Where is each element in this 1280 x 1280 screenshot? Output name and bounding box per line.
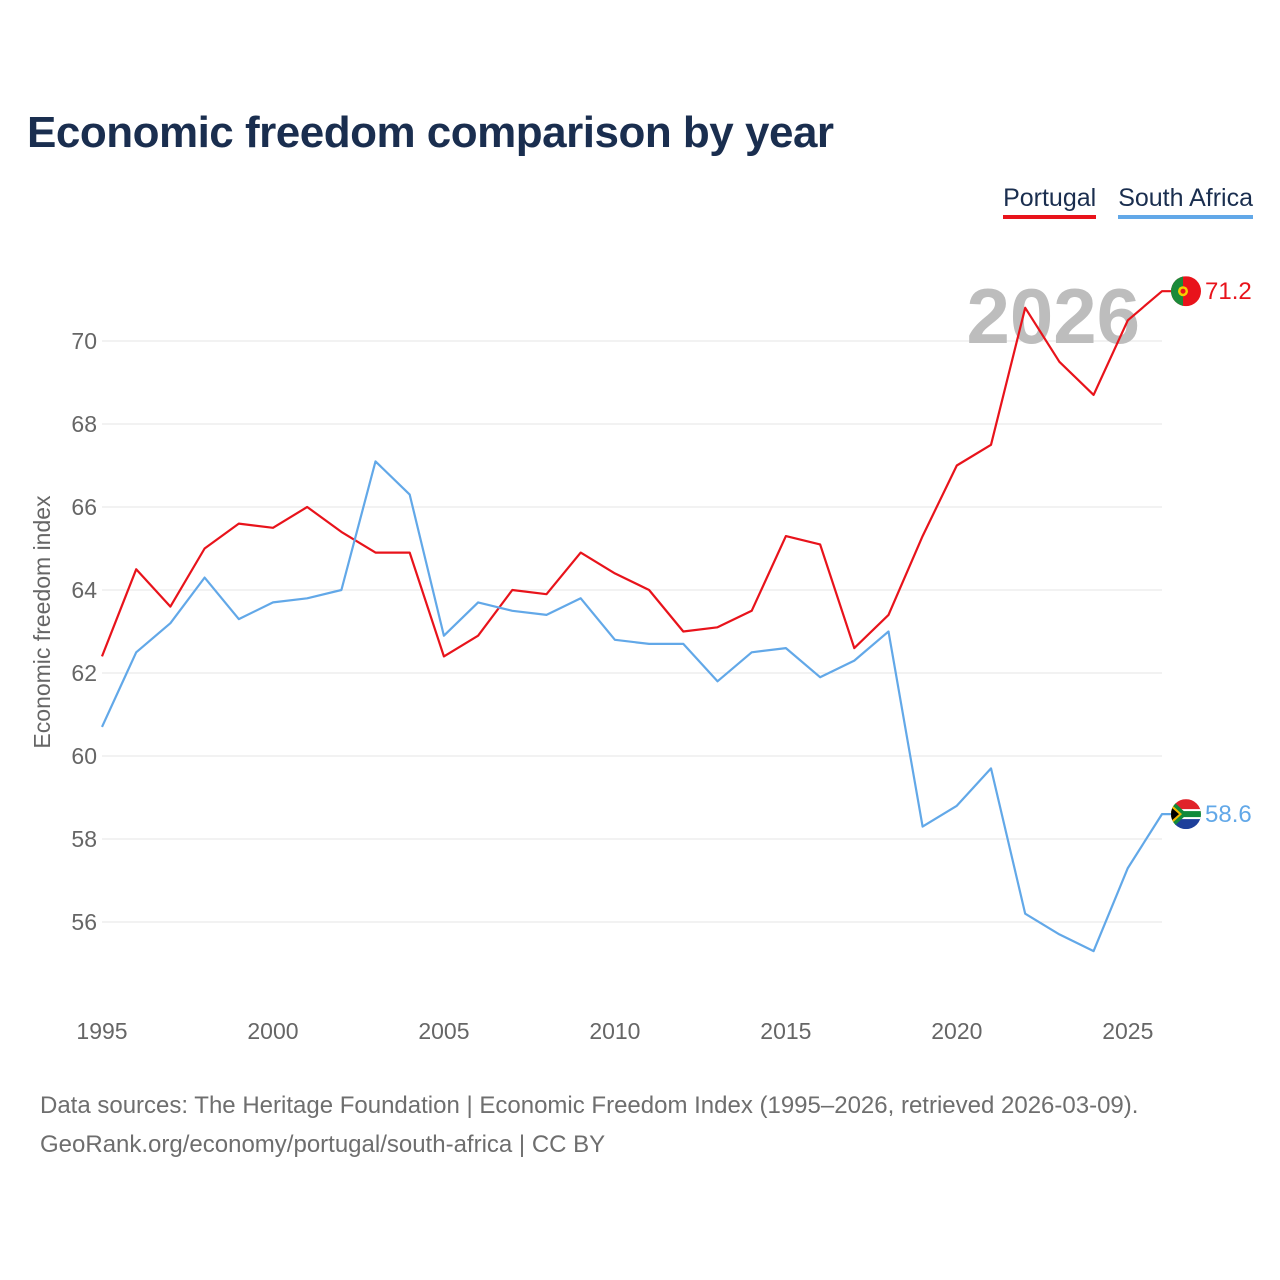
year-watermark: 2026 [966, 272, 1140, 360]
series-line-portugal [100, 290, 1186, 658]
y-tick-label: 68 [71, 411, 97, 437]
x-tick-label: 2025 [1102, 1018, 1153, 1044]
x-tick-label: 2020 [931, 1018, 982, 1044]
series-line-south-africa [101, 460, 1186, 953]
y-axis-ticks: 56 58 60 62 64 66 68 70 [71, 328, 97, 935]
y-tick-label: 64 [71, 577, 97, 603]
x-tick-label: 1995 [76, 1018, 127, 1044]
x-axis-ticks: 1995 2000 2005 2010 2015 2020 2025 [76, 1018, 1153, 1044]
footer-source: Data sources: The Heritage Foundation | … [40, 1092, 1139, 1119]
x-tick-label: 2015 [760, 1018, 811, 1044]
y-tick-label: 58 [71, 826, 97, 852]
chart-title: Economic freedom comparison by year [27, 108, 834, 157]
end-value-label: 71.2 [1205, 278, 1252, 305]
y-tick-label: 62 [71, 660, 97, 686]
south-africa-flag-icon [1171, 799, 1201, 830]
grid-lines [102, 340, 1162, 923]
series-lines [100, 290, 1186, 953]
footer-url: GeoRank.org/economy/portugal/south-afric… [40, 1131, 606, 1158]
y-tick-label: 70 [71, 328, 97, 354]
y-tick-label: 56 [71, 909, 97, 935]
series-end-markers: 71.2 58.6 [1171, 276, 1252, 830]
y-tick-label: 66 [71, 494, 97, 520]
portugal-flag-icon [1171, 276, 1201, 307]
legend: Portugal South Africa [1003, 184, 1253, 219]
legend-south-africa[interactable]: South Africa [1118, 184, 1253, 219]
footer: Data sources: The Heritage Foundation | … [40, 1086, 1138, 1164]
x-tick-label: 2005 [418, 1018, 469, 1044]
legend-portugal[interactable]: Portugal [1003, 184, 1097, 219]
end-value-label: 58.6 [1205, 801, 1252, 828]
x-tick-label: 2010 [589, 1018, 640, 1044]
y-axis-label: Economic freedom index [29, 495, 55, 749]
y-tick-label: 60 [71, 743, 97, 769]
x-tick-label: 2000 [247, 1018, 298, 1044]
